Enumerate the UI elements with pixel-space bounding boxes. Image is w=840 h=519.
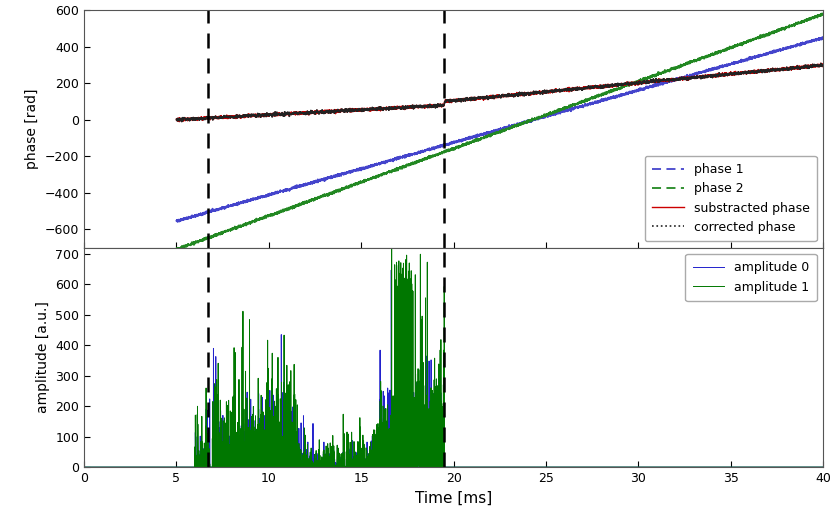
- phase 2: [347, 182, 357, 188]
- corrected phase: [627, 81, 637, 87]
- Legend: phase 1, phase 2, substracted phase, corrected phase: phase 1, phase 2, substracted phase, cor…: [645, 156, 817, 241]
- substracted phase: [666, 75, 676, 81]
- corrected phase: [549, 88, 559, 94]
- amplitude 0: [818, 464, 828, 470]
- substracted phase: [517, 92, 527, 98]
- substracted phase: [347, 109, 357, 115]
- phase 2: [627, 81, 637, 87]
- corrected phase: [347, 108, 357, 115]
- amplitude 1: [116, 464, 126, 470]
- amplitude 0: [517, 464, 527, 470]
- amplitude 0: [627, 464, 637, 470]
- corrected phase: [666, 76, 676, 83]
- substracted phase: [818, 63, 828, 69]
- Y-axis label: amplitude [a.u.]: amplitude [a.u.]: [35, 302, 50, 413]
- Y-axis label: phase [rad]: phase [rad]: [25, 89, 39, 169]
- phase 1: [666, 78, 676, 84]
- amplitude 1: [347, 429, 357, 435]
- phase 2: [818, 10, 828, 17]
- Legend: amplitude 0, amplitude 1: amplitude 0, amplitude 1: [685, 254, 817, 301]
- amplitude 0: [386, 267, 396, 273]
- Line: amplitude 0: amplitude 0: [84, 270, 823, 467]
- corrected phase: [818, 62, 828, 69]
- amplitude 0: [116, 464, 126, 470]
- Line: amplitude 1: amplitude 1: [84, 171, 823, 467]
- amplitude 0: [79, 464, 89, 470]
- substracted phase: [549, 88, 559, 94]
- phase 1: [347, 169, 357, 175]
- phase 2: [666, 66, 676, 73]
- X-axis label: Time [ms]: Time [ms]: [415, 490, 492, 506]
- corrected phase: [517, 92, 527, 98]
- amplitude 1: [386, 168, 396, 174]
- amplitude 1: [79, 464, 89, 470]
- Line: phase 2: phase 2: [176, 13, 823, 250]
- phase 2: [517, 120, 527, 127]
- amplitude 1: [818, 464, 828, 470]
- amplitude 1: [627, 464, 637, 470]
- amplitude 1: [549, 464, 559, 470]
- Line: corrected phase: corrected phase: [176, 63, 823, 121]
- phase 1: [517, 120, 527, 127]
- phase 1: [627, 89, 637, 95]
- phase 1: [549, 111, 559, 117]
- phase 2: [549, 110, 559, 116]
- amplitude 0: [549, 464, 559, 470]
- amplitude 0: [347, 463, 357, 470]
- substracted phase: [627, 80, 637, 87]
- Line: substracted phase: substracted phase: [176, 63, 823, 122]
- phase 1: [818, 34, 828, 40]
- amplitude 0: [666, 464, 676, 470]
- amplitude 1: [517, 464, 527, 470]
- Line: phase 1: phase 1: [176, 37, 823, 222]
- amplitude 1: [666, 464, 676, 470]
